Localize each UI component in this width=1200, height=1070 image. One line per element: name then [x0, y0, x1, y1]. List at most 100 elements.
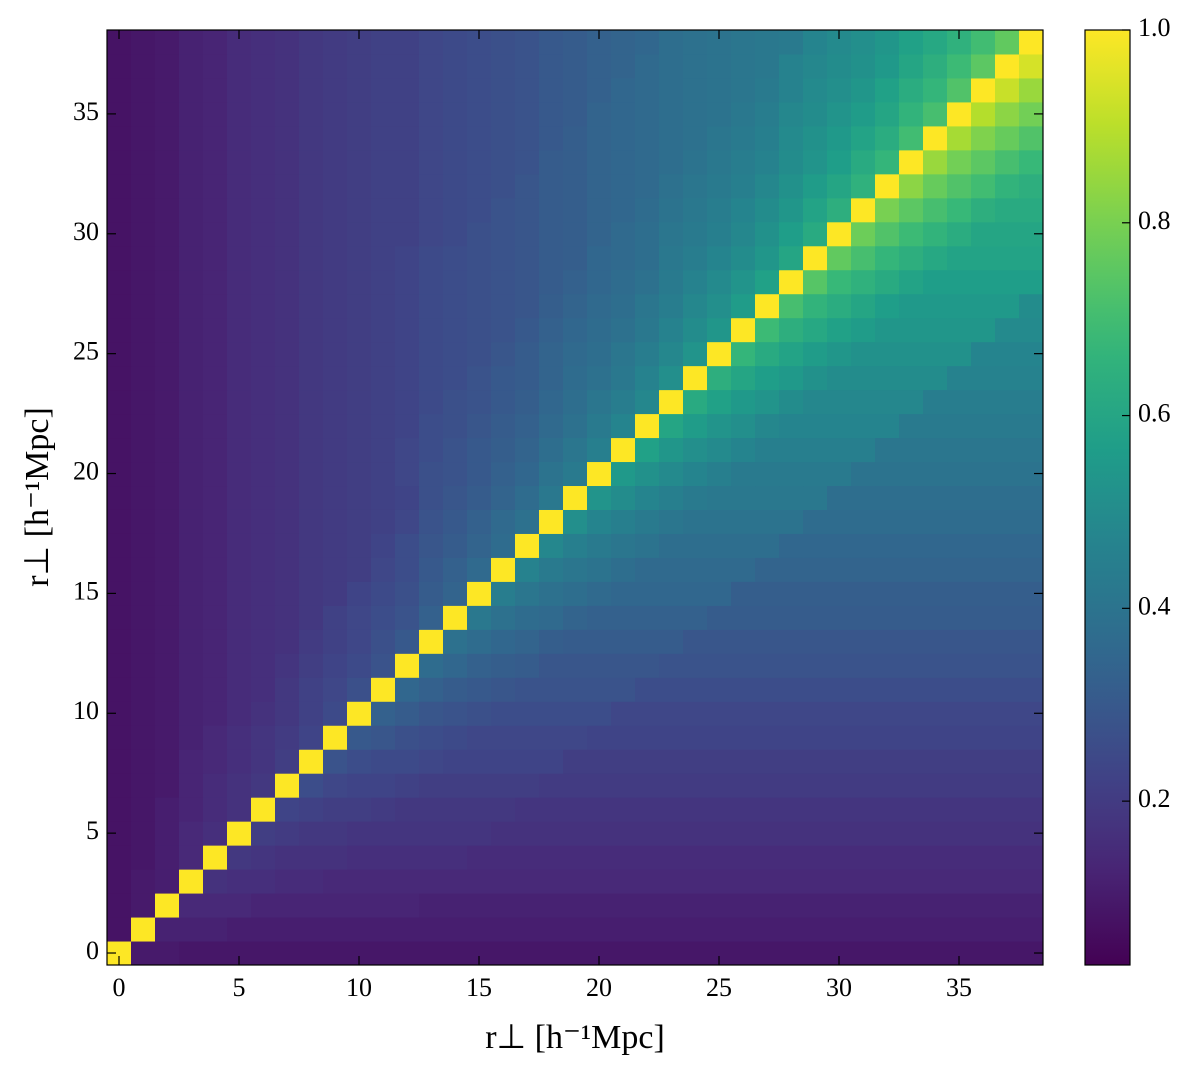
- heatmap-cell: [467, 197, 492, 223]
- heatmap-cell: [683, 149, 708, 175]
- heatmap-cell: [731, 245, 756, 271]
- heatmap-cell: [107, 413, 132, 439]
- heatmap-cell: [827, 749, 852, 774]
- heatmap-cell: [491, 653, 516, 678]
- heatmap-cell: [635, 437, 660, 463]
- heatmap-cell: [515, 53, 540, 79]
- heatmap-cell: [635, 605, 660, 630]
- heatmap-cell: [251, 269, 276, 295]
- heatmap-cell: [755, 677, 780, 702]
- heatmap-cell: [923, 53, 948, 79]
- heatmap-cell: [923, 605, 948, 630]
- heatmap-cell: [923, 437, 948, 463]
- heatmap-cell: [923, 581, 948, 606]
- heatmap-cell: [467, 917, 492, 942]
- heatmap-cell: [491, 605, 516, 630]
- heatmap-cell: [275, 317, 300, 343]
- heatmap-cell: [443, 605, 468, 630]
- heatmap-cell: [995, 149, 1020, 175]
- heatmap-cell: [899, 269, 924, 295]
- heatmap-cell: [131, 125, 156, 151]
- heatmap-cell: [923, 317, 948, 343]
- heatmap-cell: [947, 53, 972, 79]
- heatmap-cell: [803, 629, 828, 654]
- heatmap-cell: [419, 893, 444, 918]
- heatmap-cell: [563, 509, 588, 534]
- heatmap-cell: [539, 533, 564, 558]
- heatmap-cell: [851, 581, 876, 606]
- heatmap-cell: [707, 293, 732, 319]
- heatmap-cell: [611, 101, 636, 127]
- heatmap-cell: [491, 101, 516, 127]
- heatmap-cell: [779, 485, 804, 510]
- heatmap-cell: [515, 653, 540, 678]
- heatmap-cell: [227, 893, 252, 918]
- heatmap-cell: [419, 941, 444, 966]
- heatmap-cell: [419, 917, 444, 942]
- heatmap-cell: [227, 197, 252, 223]
- heatmap-cell: [779, 749, 804, 774]
- heatmap-cell: [563, 941, 588, 966]
- heatmap-cell: [923, 197, 948, 223]
- heatmap-cell: [587, 509, 612, 534]
- heatmap-cell: [179, 821, 204, 846]
- heatmap-cell: [131, 797, 156, 822]
- heatmap-cell: [587, 221, 612, 247]
- heatmap-cell: [779, 821, 804, 846]
- heatmap-cell: [875, 797, 900, 822]
- heatmap-cell: [947, 725, 972, 750]
- heatmap-cell: [851, 437, 876, 463]
- heatmap-cell: [347, 461, 372, 487]
- heatmap-cell: [683, 773, 708, 798]
- heatmap-cell: [395, 461, 420, 487]
- heatmap-cell: [515, 701, 540, 726]
- heatmap-cell: [131, 773, 156, 798]
- heatmap-cell: [467, 53, 492, 79]
- heatmap-cell: [371, 365, 396, 391]
- heatmap-cell: [707, 701, 732, 726]
- heatmap-cell: [395, 149, 420, 175]
- heatmap-cell: [491, 30, 516, 55]
- heatmap-cell: [251, 629, 276, 654]
- heatmap-cell: [971, 773, 996, 798]
- heatmap-cell: [947, 101, 972, 127]
- colorbar-tick-label: 1.0: [1138, 13, 1171, 42]
- heatmap-cell: [971, 293, 996, 319]
- heatmap-cell: [563, 461, 588, 487]
- heatmap-cell: [1019, 245, 1044, 271]
- heatmap-cell: [275, 509, 300, 534]
- heatmap-cell: [851, 149, 876, 175]
- heatmap-cell: [611, 197, 636, 223]
- heatmap-cell: [779, 293, 804, 319]
- heatmap-cell: [683, 53, 708, 79]
- heatmap-cell: [275, 749, 300, 774]
- heatmap-cell: [275, 461, 300, 487]
- heatmap-cell: [395, 77, 420, 103]
- heatmap-cell: [155, 581, 180, 606]
- heatmap-cell: [155, 413, 180, 439]
- heatmap-cell: [419, 629, 444, 654]
- heatmap-cell: [443, 389, 468, 415]
- heatmap-cell: [179, 797, 204, 822]
- heatmap-cell: [371, 173, 396, 199]
- heatmap-cell: [635, 509, 660, 534]
- heatmap-cell: [347, 53, 372, 79]
- heatmap-cell: [443, 749, 468, 774]
- heatmap-cell: [899, 557, 924, 582]
- heatmap-cell: [923, 125, 948, 151]
- heatmap-cell: [515, 437, 540, 463]
- heatmap-cell: [755, 725, 780, 750]
- heatmap-cell: [779, 677, 804, 702]
- heatmap-cell: [443, 269, 468, 295]
- heatmap-cell: [131, 653, 156, 678]
- heatmap-cell: [755, 365, 780, 391]
- heatmap-cell: [731, 821, 756, 846]
- heatmap-cell: [755, 605, 780, 630]
- heatmap-cell: [635, 341, 660, 367]
- heatmap-cell: [227, 509, 252, 534]
- heatmap-cell: [947, 341, 972, 367]
- heatmap-cell: [779, 533, 804, 558]
- heatmap-cell: [707, 269, 732, 295]
- heatmap-cell: [635, 53, 660, 79]
